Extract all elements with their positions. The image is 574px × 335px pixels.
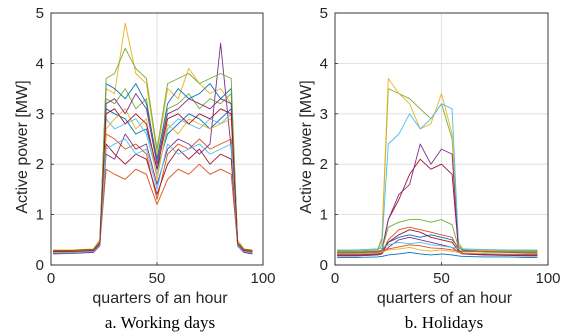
y-tick-label: 4	[320, 55, 328, 72]
y-tick-label: 0	[320, 257, 328, 274]
y-tick-label: 5	[320, 5, 328, 22]
y-axis-label-a: Active power [MW]	[14, 80, 31, 213]
series-line-b-11	[337, 241, 538, 251]
series-line-a-7	[53, 143, 253, 251]
y-tick-label: 1	[36, 207, 44, 224]
y-tick-label: 2	[320, 156, 328, 173]
chart-working-days: 0 50 100 0 1 2 3 4 5 quarters of an hour Active …	[14, 5, 276, 332]
x-tick-label: 100	[250, 270, 275, 287]
series-line-b-8	[337, 226, 538, 256]
x-tick-label: 50	[149, 270, 166, 287]
series-line-b-5	[337, 143, 538, 256]
x-tick-label: 100	[535, 270, 560, 287]
series-line-b-14	[337, 244, 538, 253]
series-layer-a	[53, 22, 253, 255]
series-line-b-10	[337, 236, 538, 256]
series-line-a-14	[53, 108, 253, 252]
y-tick-label: 0	[36, 257, 44, 274]
series-line-b-4	[337, 158, 538, 255]
y-tick-label: 4	[36, 55, 44, 72]
series-line-a-9	[53, 163, 253, 253]
y-tick-label: 1	[320, 207, 328, 224]
chart-holidays: 0 50 100 0 1 2 3 4 5 quarters of an hour Active …	[298, 5, 561, 332]
series-line-b-13	[337, 251, 538, 258]
y-tick-label: 2	[36, 156, 44, 173]
y-tick-label: 3	[36, 106, 44, 123]
series-line-b-3	[337, 103, 538, 253]
tick-labels-b: 0 50 100 0 1 2 3 4 5	[320, 5, 561, 287]
caption-a: a. Working days	[105, 313, 215, 332]
series-line-b-9	[337, 229, 538, 257]
series-line-b-1	[337, 88, 538, 252]
x-tick-label: 0	[47, 270, 55, 287]
series-layer-b	[337, 78, 538, 258]
x-axis-label-b: quarters of an hour	[377, 290, 513, 307]
tick-labels-a: 0 50 100 0 1 2 3 4 5	[36, 5, 276, 287]
caption-b: b. Holidays	[405, 313, 483, 332]
series-line-b-12	[337, 246, 538, 255]
y-axis-label-b: Active power [MW]	[298, 80, 315, 213]
x-tick-label: 50	[433, 270, 450, 287]
y-tick-label: 3	[320, 106, 328, 123]
y-tick-label: 5	[36, 5, 44, 22]
x-tick-label: 0	[331, 270, 339, 287]
x-axis-label-a: quarters of an hour	[92, 290, 228, 307]
grid-b	[334, 12, 549, 266]
